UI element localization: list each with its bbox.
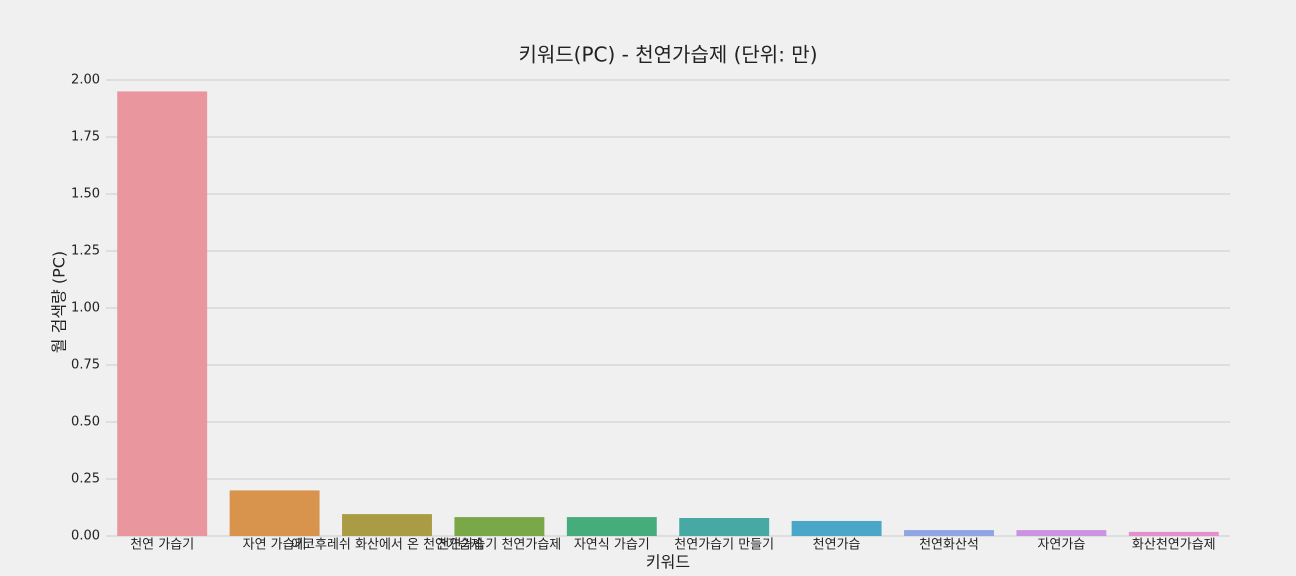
x-tick-label: 천연화산석 <box>919 538 979 553</box>
chart-title: 키워드(PC) - 천연가습제 (단위: 만) <box>518 43 817 67</box>
bar <box>229 490 320 536</box>
y-tick-label: 2.00 <box>71 73 100 88</box>
x-tick-label: 에코후레쉬 화산에서 온 천연가습제 <box>291 538 483 553</box>
y-tick-label: 0.75 <box>71 358 100 373</box>
x-tick-label: 자연식 가습기 <box>574 538 650 553</box>
y-tick-label: 1.00 <box>71 301 100 316</box>
bar <box>117 91 208 537</box>
bar <box>791 520 882 536</box>
x-tick-label: 천연 가습기 <box>130 538 194 553</box>
y-tick-label: 1.75 <box>71 130 100 145</box>
bar <box>1016 530 1107 536</box>
x-tick-label: 천연가습기 만들기 <box>674 538 774 553</box>
y-axis-label: 월 검색량 (PC) <box>50 251 69 353</box>
y-tick-label: 1.25 <box>71 244 100 259</box>
x-tick-label: 천연가습 <box>813 538 861 553</box>
bar <box>679 517 770 536</box>
x-tick-label: 자연가습 <box>1037 538 1085 553</box>
y-tick-label: 1.50 <box>71 187 100 202</box>
y-tick-label: 0.25 <box>71 472 100 487</box>
bar <box>904 530 994 536</box>
y-tick-label: 0.00 <box>71 529 100 544</box>
bar <box>1128 531 1219 536</box>
x-tick-label: 천연가습기 천연가습제 <box>438 538 562 553</box>
y-tick-label: 0.50 <box>71 415 100 430</box>
x-tick-label: 자연 가습기 <box>243 538 307 553</box>
bar <box>454 517 545 536</box>
bar <box>566 517 657 536</box>
x-tick-label: 화산천연가습제 <box>1132 538 1216 553</box>
bar <box>342 514 432 536</box>
x-axis-label: 키워드 <box>646 553 690 572</box>
